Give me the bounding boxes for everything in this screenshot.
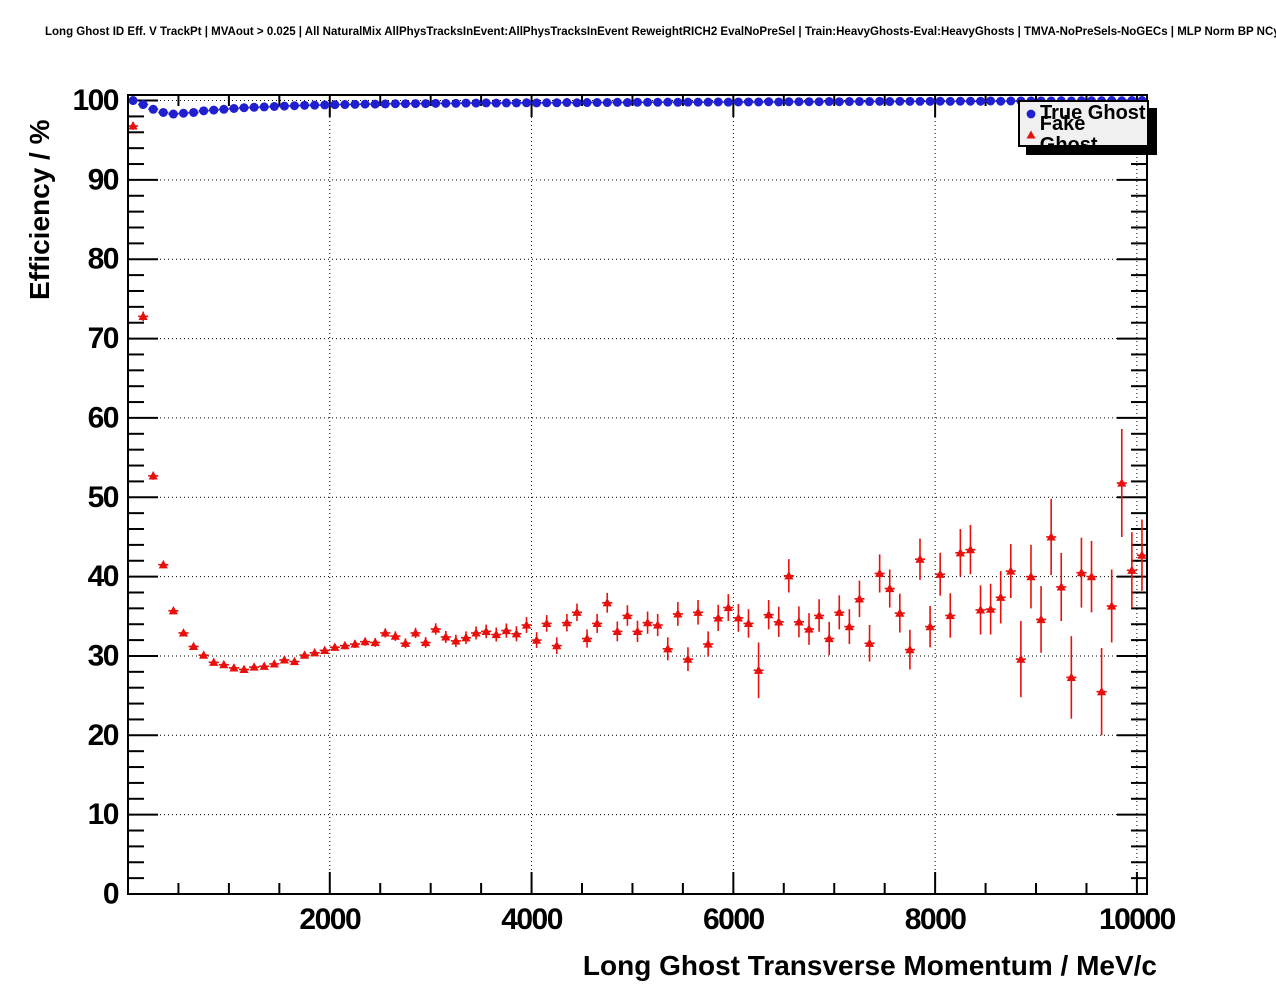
svg-text:20: 20 — [88, 719, 119, 752]
legend-entry-fake-ghost: Fake Ghost — [1025, 113, 1147, 155]
svg-text:80: 80 — [88, 243, 119, 276]
svg-text:100: 100 — [72, 84, 118, 117]
legend: True Ghost Fake Ghost — [1018, 100, 1149, 155]
svg-text:10: 10 — [88, 798, 119, 831]
svg-text:30: 30 — [88, 639, 119, 672]
plot-title: Long Ghost ID Eff. V TrackPt | MVAout > … — [45, 26, 1276, 38]
legend-label-fake-ghost: Fake Ghost — [1039, 112, 1098, 156]
legend-entry-true-ghost: True Ghost — [1025, 103, 1147, 124]
x-axis-title: Long Ghost Transverse Momentum / MeV/c — [582, 950, 1157, 981]
y-axis-title: Efficiency / % — [24, 119, 55, 300]
svg-text:2000: 2000 — [299, 903, 361, 936]
fake-ghost-triangle-icon — [1025, 129, 1040, 141]
svg-text:70: 70 — [88, 322, 119, 355]
legend-label-true-ghost: True Ghost — [1040, 102, 1146, 124]
svg-text:8000: 8000 — [905, 903, 967, 936]
svg-text:40: 40 — [88, 560, 119, 593]
svg-text:90: 90 — [88, 163, 119, 196]
svg-text:6000: 6000 — [703, 903, 765, 936]
svg-text:60: 60 — [88, 401, 119, 434]
svg-text:50: 50 — [88, 481, 119, 514]
svg-text:4000: 4000 — [501, 903, 563, 936]
svg-text:0: 0 — [103, 878, 119, 911]
true-ghost-circle-icon — [1025, 108, 1040, 120]
svg-text:10000: 10000 — [1099, 903, 1176, 936]
